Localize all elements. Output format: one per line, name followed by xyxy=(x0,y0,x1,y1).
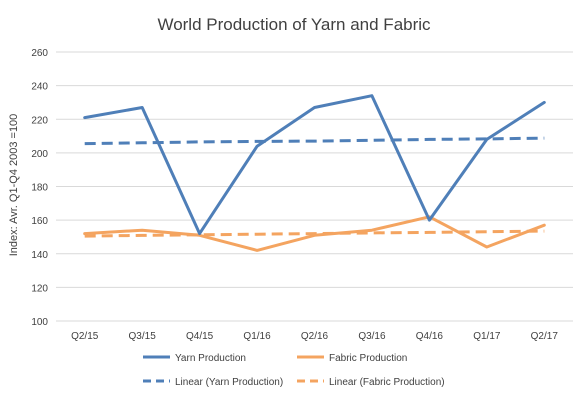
x-tick-label: Q3/16 xyxy=(358,331,386,342)
y-tick-label: 260 xyxy=(31,48,48,59)
x-tick-label: Q4/16 xyxy=(416,331,444,342)
y-tick-label: 200 xyxy=(31,149,48,160)
y-tick-label: 140 xyxy=(31,250,48,261)
x-tick-label: Q4/15 xyxy=(186,331,214,342)
series-line-3 xyxy=(84,229,545,238)
legend: Yarn Production Fabric Production Linear (… xyxy=(143,353,445,388)
y-tick-label: 240 xyxy=(31,82,48,93)
x-tick-label: Q2/17 xyxy=(531,331,559,342)
y-tick-label: 120 xyxy=(31,283,48,294)
y-tick-label: 160 xyxy=(31,216,48,227)
series-group xyxy=(83,94,546,252)
y-axis-label: Index: Avr. Q1-Q4 2003 =100 xyxy=(8,114,20,257)
x-tick-labels: Q2/15 Q3/15 Q4/15 Q1/16 Q2/16 Q3/16 Q4/16 Q1/17… xyxy=(71,331,558,342)
chart-title: World Production of Yarn and Fabric xyxy=(157,15,431,34)
legend-label-2: Linear (Yarn Production) xyxy=(175,377,283,388)
y-tick-label: 180 xyxy=(31,183,48,194)
legend-label-0: Yarn Production xyxy=(175,353,246,364)
series-line-1 xyxy=(83,215,546,252)
series-line-2 xyxy=(84,136,545,146)
series-line-0 xyxy=(83,94,546,236)
x-tick-label: Q2/15 xyxy=(71,331,99,342)
y-tick-label: 220 xyxy=(31,115,48,126)
y-tick-labels: 100 120 140 160 180 200 220 240 260 xyxy=(31,48,48,328)
x-tick-label: Q1/16 xyxy=(243,331,271,342)
legend-label-3: Linear (Fabric Production) xyxy=(329,377,445,388)
y-tick-label: 100 xyxy=(31,317,48,328)
grid xyxy=(56,51,573,322)
x-tick-label: Q3/15 xyxy=(129,331,157,342)
legend-label-1: Fabric Production xyxy=(329,353,407,364)
x-tick-label: Q1/17 xyxy=(473,331,501,342)
x-tick-label: Q2/16 xyxy=(301,331,329,342)
